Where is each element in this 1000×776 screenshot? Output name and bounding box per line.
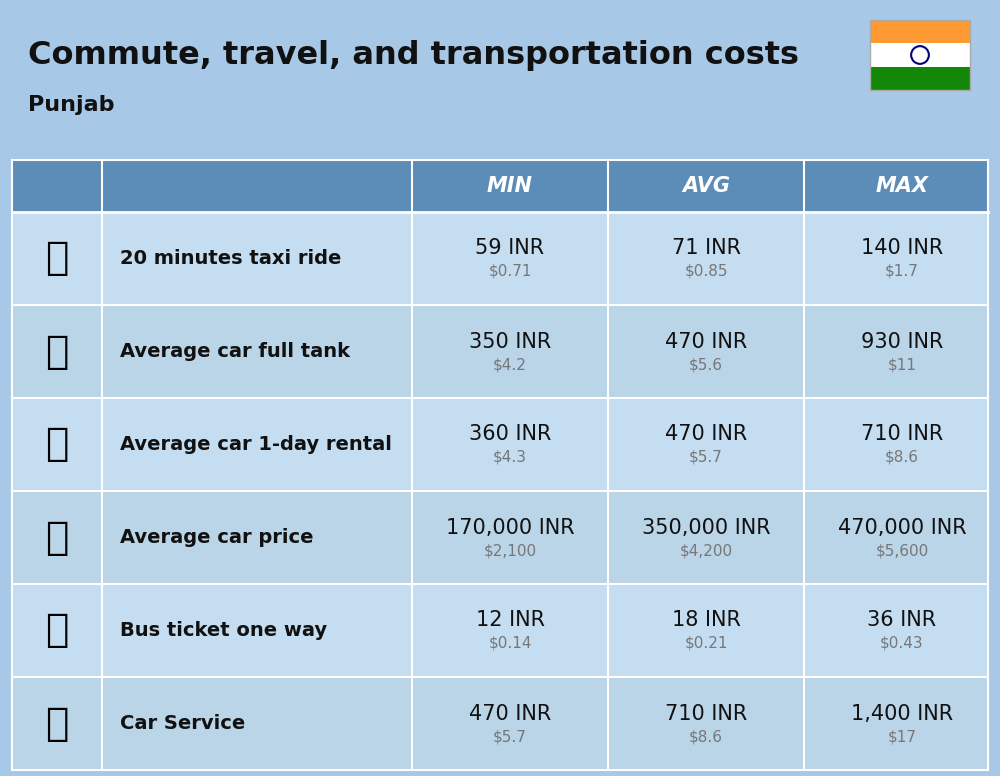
Text: 930 INR: 930 INR bbox=[861, 331, 943, 352]
Text: 18 INR: 18 INR bbox=[672, 611, 740, 630]
Text: $0.21: $0.21 bbox=[684, 636, 728, 651]
Text: 470 INR: 470 INR bbox=[665, 331, 747, 352]
Text: $0.14: $0.14 bbox=[488, 636, 532, 651]
Bar bbox=[12, 677, 988, 770]
Text: $5,600: $5,600 bbox=[875, 543, 929, 558]
Text: 1,400 INR: 1,400 INR bbox=[851, 704, 953, 723]
Bar bbox=[12, 491, 988, 584]
Text: $2,100: $2,100 bbox=[483, 543, 537, 558]
Bar bbox=[12, 212, 988, 305]
Text: 12 INR: 12 INR bbox=[476, 611, 544, 630]
Text: 59 INR: 59 INR bbox=[475, 238, 545, 258]
Text: 20 minutes taxi ride: 20 minutes taxi ride bbox=[120, 249, 341, 268]
Text: 🚌: 🚌 bbox=[45, 611, 69, 650]
Text: AVG: AVG bbox=[682, 176, 730, 196]
Text: $0.71: $0.71 bbox=[488, 264, 532, 279]
Text: Bus ticket one way: Bus ticket one way bbox=[120, 621, 327, 640]
Text: Commute, travel, and transportation costs: Commute, travel, and transportation cost… bbox=[28, 40, 799, 71]
Text: Punjab: Punjab bbox=[28, 95, 114, 115]
Text: Average car 1-day rental: Average car 1-day rental bbox=[120, 435, 392, 454]
Text: $8.6: $8.6 bbox=[689, 729, 723, 744]
Text: $1.7: $1.7 bbox=[885, 264, 919, 279]
Text: $4.2: $4.2 bbox=[493, 357, 527, 372]
Text: $4.3: $4.3 bbox=[493, 450, 527, 465]
Text: 71 INR: 71 INR bbox=[672, 238, 740, 258]
Bar bbox=[12, 398, 988, 491]
Text: 360 INR: 360 INR bbox=[469, 424, 551, 445]
Text: 710 INR: 710 INR bbox=[665, 704, 747, 723]
Text: 36 INR: 36 INR bbox=[867, 611, 937, 630]
Text: 470,000 INR: 470,000 INR bbox=[838, 518, 966, 538]
Text: 🚕: 🚕 bbox=[45, 240, 69, 278]
Bar bbox=[870, 67, 970, 90]
Text: 710 INR: 710 INR bbox=[861, 424, 943, 445]
Text: $8.6: $8.6 bbox=[885, 450, 919, 465]
Text: Average car full tank: Average car full tank bbox=[120, 342, 350, 361]
Text: $5.7: $5.7 bbox=[493, 729, 527, 744]
Text: $17: $17 bbox=[888, 729, 916, 744]
Bar bbox=[870, 43, 970, 67]
Bar bbox=[12, 584, 988, 677]
Text: $5.7: $5.7 bbox=[689, 450, 723, 465]
Text: $0.43: $0.43 bbox=[880, 636, 924, 651]
Text: $11: $11 bbox=[888, 357, 916, 372]
Bar bbox=[12, 160, 988, 212]
Text: 🔧: 🔧 bbox=[45, 705, 69, 743]
Text: 470 INR: 470 INR bbox=[665, 424, 747, 445]
Text: $4,200: $4,200 bbox=[679, 543, 733, 558]
Text: 170,000 INR: 170,000 INR bbox=[446, 518, 574, 538]
Text: ⛽: ⛽ bbox=[45, 332, 69, 370]
Text: Average car price: Average car price bbox=[120, 528, 314, 547]
Text: 140 INR: 140 INR bbox=[861, 238, 943, 258]
Text: 🚙: 🚙 bbox=[45, 425, 69, 463]
Bar bbox=[12, 305, 988, 398]
Text: MIN: MIN bbox=[487, 176, 533, 196]
Bar bbox=[870, 20, 970, 90]
Text: Car Service: Car Service bbox=[120, 714, 245, 733]
Text: $0.85: $0.85 bbox=[684, 264, 728, 279]
Text: MAX: MAX bbox=[876, 176, 928, 196]
Text: 350,000 INR: 350,000 INR bbox=[642, 518, 770, 538]
Text: $5.6: $5.6 bbox=[689, 357, 723, 372]
Bar bbox=[870, 20, 970, 43]
Text: 470 INR: 470 INR bbox=[469, 704, 551, 723]
Text: 🚗: 🚗 bbox=[45, 518, 69, 556]
Text: 350 INR: 350 INR bbox=[469, 331, 551, 352]
